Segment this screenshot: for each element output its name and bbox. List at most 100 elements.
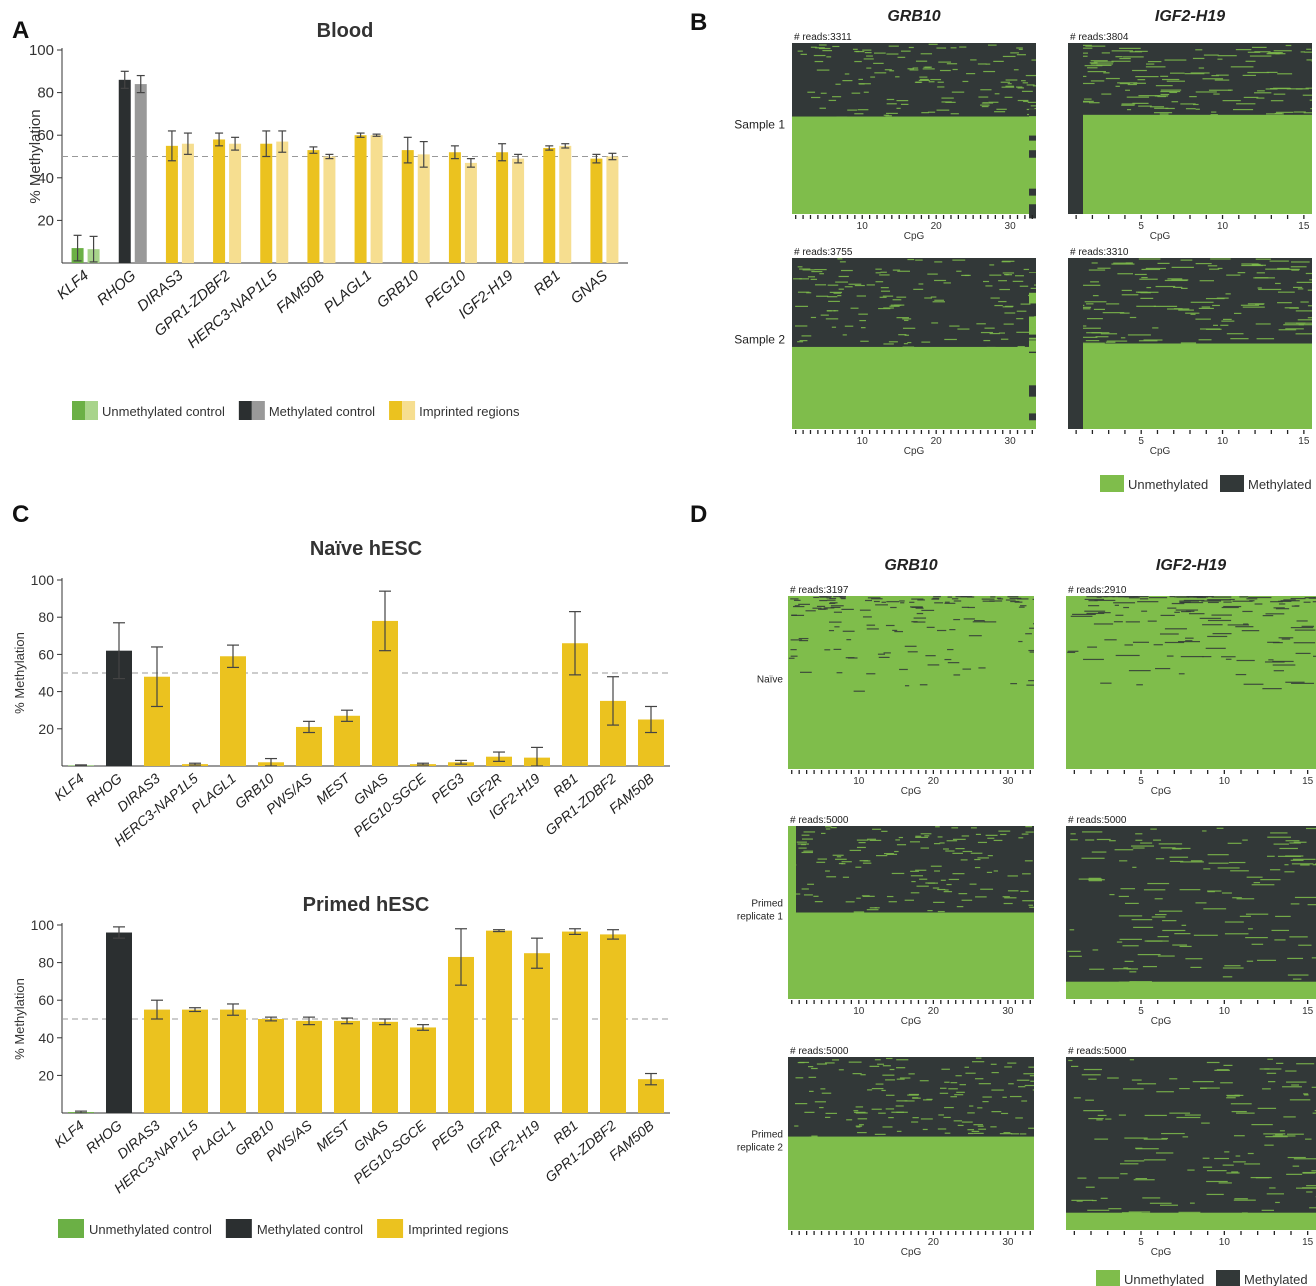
heatmap-read-streak [1275,608,1290,610]
heatmap-read-streak [1157,262,1170,265]
heatmap-read-streak [836,856,842,858]
bar-peg10-rep2 [464,162,477,263]
heatmap-read-streak [1115,654,1140,657]
heatmap-read-streak [1221,656,1236,658]
heatmap-read-streak [989,264,995,266]
heatmap-read-streak [1224,965,1241,967]
heatmap-read-streak [933,596,941,598]
heatmap-read-streak [818,608,826,610]
heatmap-read-streak [950,113,959,115]
heatmap-read-streak [977,1125,984,1127]
heatmap-read-streak [1295,310,1312,312]
heatmap-read-streak [879,296,887,298]
heatmap-read-streak [1290,266,1307,268]
heatmap-read-streak [1255,323,1271,325]
heatmap-read-streak [1151,916,1166,918]
heatmap-read-streak [1101,52,1110,54]
heatmap-read-streak [955,1075,962,1077]
heatmap-read-streak [1021,833,1029,835]
row-label-sample-2: Sample 2 [734,333,785,347]
heatmap-read-streak [1017,345,1025,348]
heatmap-read-streak [799,640,809,642]
heatmap-read-streak [987,837,995,839]
heatmap-read-streak [846,1119,853,1121]
heatmap-read-streak [1286,1173,1303,1175]
heatmap-read-streak [1249,600,1255,602]
heatmap-read-streak [924,835,930,837]
heatmap-read-streak [1108,1208,1122,1210]
heatmap-read-streak [1114,604,1119,606]
heatmap-read-streak [1121,294,1139,296]
heatmap-read-streak [1125,89,1131,91]
heatmap-read-streak [802,269,815,271]
heatmap-read-streak [862,862,872,864]
heatmap-read-streak [1227,624,1250,626]
heatmap-read-streak [1206,1193,1224,1196]
cpg-axis-title: CpG [1150,446,1171,457]
heatmap-read-streak [1251,263,1261,266]
heatmap-column-title-igf2-h19: IGF2-H19 [1156,557,1226,574]
heatmap-read-streak [807,91,816,93]
heatmap-read-streak [1143,1138,1168,1140]
heatmap-read-streak [1261,1209,1275,1211]
heatmap-read-streak [1034,107,1036,110]
heatmap-read-streak [1290,903,1300,905]
heatmap-read-streak [977,857,989,859]
heatmap-read-streak [934,870,941,872]
y-tick-label: 80 [38,609,54,625]
heatmap-read-streak [1264,1144,1274,1146]
heatmap-read-streak [871,1088,884,1090]
legend-swatch [58,1219,84,1238]
heatmap-read-streak [1190,860,1203,862]
heatmap-read-streak [820,92,827,94]
heatmap-read-streak [1270,832,1288,834]
heatmap-read-streak [1206,1180,1228,1183]
heatmap-read-streak [1120,1163,1139,1165]
heatmap-read-streak [918,79,930,81]
heatmap-read-streak [972,621,986,623]
heatmap-read-streak [1242,74,1256,77]
heatmap-read-streak [849,849,862,852]
heatmap-read-streak [1155,85,1173,87]
heatmap-read-streak [946,883,952,886]
row-label-primed-replicate-2: Primed [751,1130,783,1141]
heatmap-read-streak [981,598,995,600]
heatmap-read-streak [1240,304,1260,306]
cpg-tick-label: 5 [1138,436,1144,447]
heatmap-read-streak [1190,966,1202,969]
heatmap-read-streak [1182,1136,1189,1138]
heatmap-read-streak [1150,828,1157,830]
heatmap-read-streak [1179,600,1199,602]
heatmap-read-streak [959,1084,966,1086]
heatmap-read-streak [1153,305,1178,307]
heatmap-read-streak [1122,945,1139,947]
heatmap-read-streak [1285,840,1300,842]
cpg-tick-label: 15 [1298,221,1310,232]
heatmap-read-streak [854,284,865,287]
heatmap-read-streak [814,268,827,271]
heatmap-read-streak [1158,843,1183,845]
heatmap-read-streak [1105,77,1120,80]
heatmap-read-streak [864,52,872,54]
heatmap-read-streak [1206,1170,1227,1172]
bar-igf2-h19 [524,953,550,1113]
heatmap-edge-segment [1029,413,1036,421]
y-tick-label: 40 [38,684,54,700]
heatmap-read-streak [1091,262,1098,264]
heatmap-read-streak [1005,79,1018,81]
heatmap-read-streak [813,596,820,599]
heatmap-read-streak [1265,613,1285,615]
heatmap-read-streak [1002,896,1010,898]
heatmap-read-streak [1222,976,1233,978]
heatmap-read-streak [859,609,871,611]
heatmap-read-streak [991,1111,1002,1113]
heatmap-read-streak [977,841,987,844]
heatmap-read-streak [877,653,886,655]
heatmap-read-streak [1283,1116,1296,1118]
heatmap-read-streak [1128,1211,1151,1213]
heatmap-read-streak [908,1093,920,1096]
heatmap-read-streak [1256,272,1265,274]
heatmap-read-streak [1089,102,1100,104]
heatmap-read-streak [1210,258,1231,260]
heatmap-read-streak [832,1059,840,1061]
